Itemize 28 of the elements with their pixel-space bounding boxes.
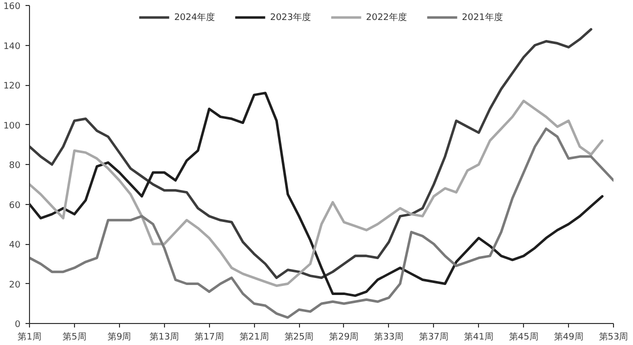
x-tick-label: 第1周 [18, 332, 42, 342]
x-tick-label: 第45周 [508, 332, 538, 342]
x-tick-label: 第21周 [239, 332, 269, 342]
y-tick-label: 20 [9, 280, 21, 290]
x-tick-label: 第17周 [194, 332, 224, 342]
x-tick-label: 第5周 [62, 332, 86, 342]
legend-label: 2024年度 [174, 12, 216, 24]
y-tick-label: 120 [3, 82, 21, 92]
x-tick-label: 第37周 [419, 332, 449, 342]
y-tick-label: 0 [14, 320, 21, 330]
y-tick-label: 160 [3, 2, 21, 12]
y-tick-label: 100 [3, 121, 21, 132]
y-tick-label: 140 [3, 42, 21, 52]
x-tick-label: 第49周 [554, 332, 584, 342]
legend-label: 2023年度 [270, 12, 311, 24]
legend-label: 2022年度 [366, 12, 407, 24]
x-tick-label: 第29周 [329, 332, 359, 342]
y-tick-label: 80 [9, 161, 21, 171]
y-tick-label: 40 [9, 240, 21, 250]
x-tick-label: 第13周 [150, 332, 179, 342]
x-tick-label: 第33周 [374, 332, 404, 342]
line-series [30, 127, 614, 319]
y-tick-label: 60 [9, 200, 21, 211]
x-tick-label: 第9周 [107, 332, 132, 342]
x-tick-label: 第25周 [284, 332, 314, 342]
x-tick-label: 第41周 [464, 332, 494, 342]
legend-label: 2021年度 [462, 12, 503, 24]
x-tick-label: 第53周 [598, 332, 628, 342]
